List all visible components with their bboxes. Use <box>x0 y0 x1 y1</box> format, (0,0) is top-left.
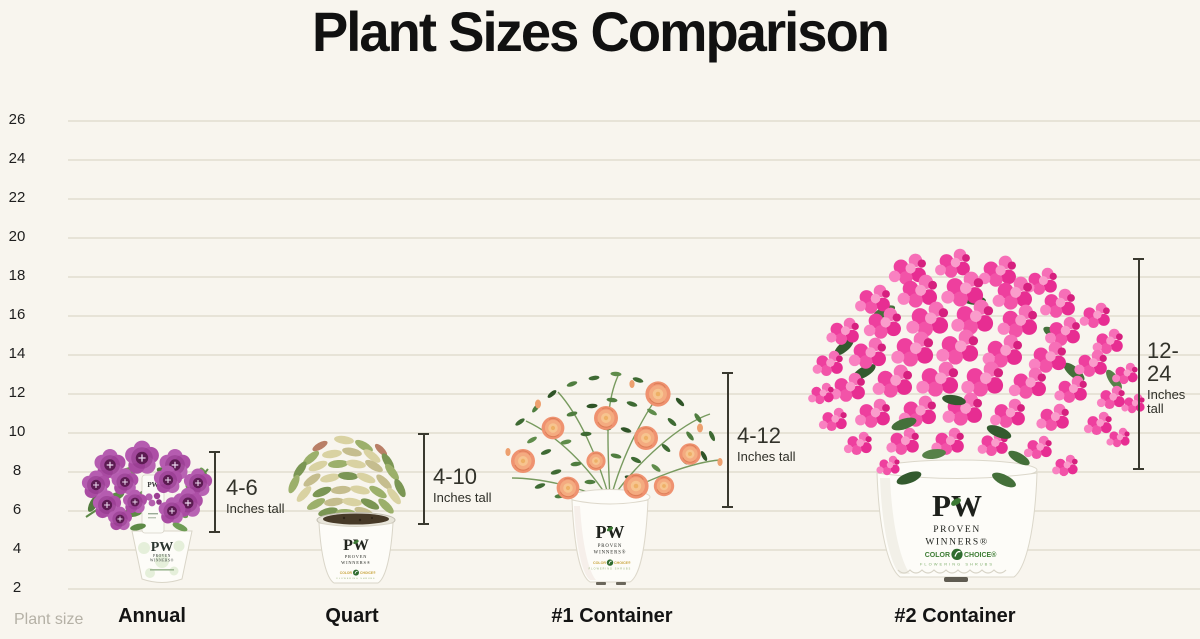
range-label-container2: 12-24 Inches tall <box>1147 339 1200 415</box>
range-value: 4-6 <box>226 475 258 500</box>
range-value: 4-12 <box>737 423 782 448</box>
container2-plant-illustration: PW PROVEN WINNERS® COLOR CHOICE® FLOWERI… <box>808 248 1145 582</box>
gridline <box>68 276 1200 278</box>
quart-pot-pw: PW <box>343 537 369 554</box>
annual-pot-proven: PROVEN <box>153 554 171 558</box>
container2-flowers <box>808 248 1145 477</box>
container2-pot-winners: WINNERS® <box>925 537 988 548</box>
y-tick-label: 12 <box>8 384 26 401</box>
container2-pot-color: COLOR <box>925 552 950 559</box>
annual-plant-illustration: PW PROVEN WINNERS® PW <box>81 439 213 583</box>
y-tick-label: 2 <box>12 579 22 596</box>
page-title: Plant Sizes Comparison <box>311 0 890 63</box>
tag-pw: PW <box>147 481 158 489</box>
y-tick-label: 10 <box>8 423 26 440</box>
quart-pot-shrubs: FLOWERING SHRUBS <box>337 578 376 580</box>
quart-pot-choice: CHOICE® <box>360 571 376 575</box>
range-value: 12-24 <box>1147 338 1179 387</box>
gridline <box>68 198 1200 200</box>
gridline <box>68 315 1200 317</box>
y-tick-label: 22 <box>8 189 26 206</box>
gridline <box>68 354 1200 356</box>
container2-pot-pw: PW <box>932 488 982 523</box>
quart-pot-color: COLOR <box>340 571 353 575</box>
range-label-container1: 4-12 Inches tall <box>737 424 796 464</box>
container2-pot-proven: PROVEN <box>933 525 981 535</box>
measure-bracket-container1 <box>722 372 733 508</box>
gridline <box>68 588 1200 590</box>
gridline <box>68 237 1200 239</box>
container1-stems <box>511 375 721 502</box>
container1-pot-choice: CHOICE® <box>614 561 631 565</box>
container1-pot-color: COLOR <box>593 561 606 565</box>
container1-pot-shrubs: FLOWERING SHRUBS <box>589 568 632 571</box>
range-unit: Inches tall <box>1147 387 1186 416</box>
category-label-annual: Annual <box>118 605 186 627</box>
quart-foliage <box>286 434 408 520</box>
y-tick-label: 14 <box>8 345 26 362</box>
y-tick-label: 8 <box>12 462 22 479</box>
container1-plant-illustration: PW PROVEN WINNERS® COLOR CHOICE® FLOWERI… <box>505 371 723 585</box>
y-tick-label: 20 <box>8 228 26 245</box>
gridline <box>68 393 1200 395</box>
range-label-annual: 4-6 Inches tall <box>226 476 285 516</box>
measure-bracket-container2 <box>1133 258 1144 470</box>
annual-pot-pw: PW <box>151 540 174 555</box>
container1-pot-pw: PW <box>596 522 625 542</box>
range-unit: Inches tall <box>226 501 285 517</box>
y-tick-label: 16 <box>8 306 26 323</box>
y-tick-label: 18 <box>8 267 26 284</box>
quart-pot-proven: PROVEN <box>345 554 367 559</box>
y-tick-label: 4 <box>12 540 22 557</box>
category-label-container2: #2 Container <box>894 605 1016 627</box>
container1-pot-proven: PROVEN <box>598 544 623 549</box>
annual-pot-winners: WINNERS® <box>150 558 174 563</box>
y-tick-label: 6 <box>12 501 22 518</box>
measure-bracket-annual <box>209 451 220 533</box>
category-label-quart: Quart <box>325 605 379 627</box>
container1-pot-winners: WINNERS® <box>594 550 627 556</box>
quart-pot-winners: WINNERS® <box>341 560 371 565</box>
measure-bracket-quart <box>418 433 429 525</box>
gridline <box>68 159 1200 161</box>
gridline <box>68 120 1200 122</box>
quart-pot: PW PROVEN WINNERS® COLOR CHOICE® FLOWERI… <box>316 512 396 584</box>
range-unit: Inches tall <box>433 490 492 506</box>
container1-pot: PW PROVEN WINNERS® COLOR CHOICE® FLOWERI… <box>569 489 651 585</box>
category-label-container1: #1 Container <box>551 605 673 627</box>
range-unit: Inches tall <box>737 449 796 465</box>
range-value: 4-10 <box>433 464 478 489</box>
container2-pot-shrubs: FLOWERING SHRUBS <box>920 562 994 567</box>
quart-plant-illustration: PW PROVEN WINNERS® COLOR CHOICE® FLOWERI… <box>286 434 408 584</box>
x-axis-label: Plant size <box>14 611 84 628</box>
y-tick-label: 26 <box>8 111 26 128</box>
container2-pot-choice: CHOICE® <box>964 551 997 559</box>
gridline <box>68 432 1200 434</box>
y-tick-label: 24 <box>8 150 26 167</box>
range-label-quart: 4-10 Inches tall <box>433 465 492 505</box>
annual-pot: PW PROVEN WINNERS® <box>131 530 193 583</box>
container1-flowers <box>510 380 702 500</box>
